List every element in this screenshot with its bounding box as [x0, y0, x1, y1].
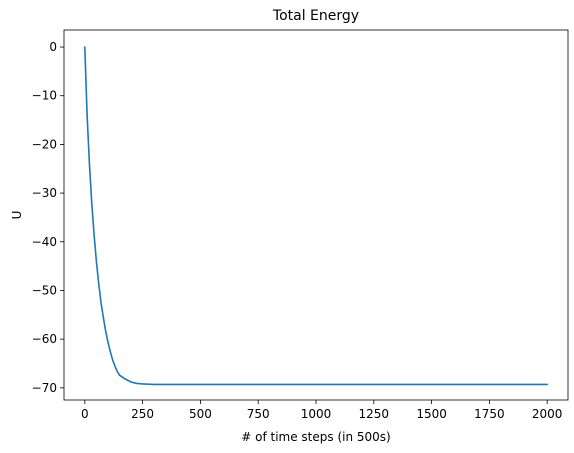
y-axis-label: U	[10, 211, 24, 220]
y-tick-label: −10	[32, 89, 57, 103]
chart-title: Total Energy	[272, 8, 359, 24]
x-tick-label: 250	[131, 407, 154, 421]
y-tick-label: −40	[32, 235, 57, 249]
y-tick-label: 0	[49, 40, 57, 54]
y-axis: 0 −10 −20 −30 −40 −50 −60 −70	[32, 40, 64, 395]
series-line	[84, 46, 548, 386]
x-tick-label: 2000	[532, 407, 563, 421]
x-tick-label: 1250	[359, 407, 390, 421]
plot-frame	[63, 29, 569, 401]
series-line-group	[84, 46, 548, 386]
x-axis: 0 250 500 750 1000 1250 1500 1750 2000	[81, 400, 562, 421]
x-tick-label: 1750	[474, 407, 505, 421]
x-tick-label: 0	[81, 407, 89, 421]
x-axis-label: # of time steps (in 500s)	[241, 430, 390, 444]
y-tick-label: −20	[32, 137, 57, 151]
y-tick-label: −50	[32, 283, 57, 297]
x-tick-label: 500	[189, 407, 212, 421]
x-tick-label: 1000	[301, 407, 332, 421]
y-tick-label: −30	[32, 186, 57, 200]
x-tick-label: 750	[247, 407, 270, 421]
y-tick-label: −70	[32, 381, 57, 395]
x-tick-label: 1500	[416, 407, 447, 421]
y-tick-label: −60	[32, 332, 57, 346]
